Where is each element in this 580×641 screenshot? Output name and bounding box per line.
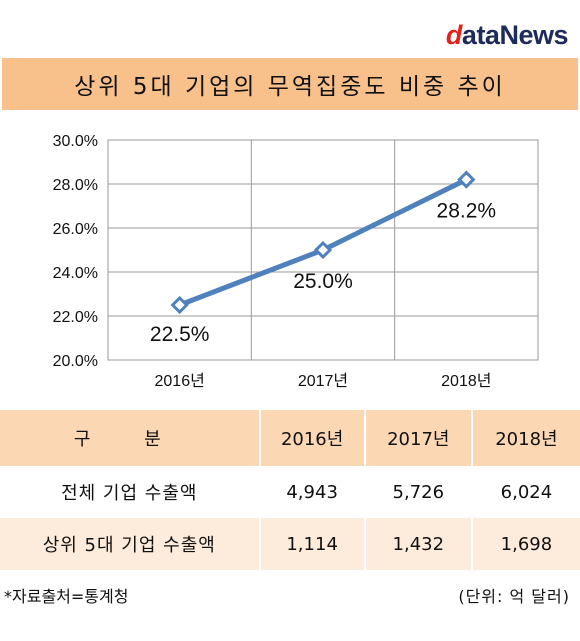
export-table: 구 분 2016년 2017년 2018년 전체 기업 수출액 4,943 5,… bbox=[0, 410, 580, 570]
y-tick-label: 24.0% bbox=[53, 265, 98, 282]
y-tick-label: 26.0% bbox=[53, 221, 98, 238]
data-labels: 22.5% 25.0% 28.2% bbox=[150, 200, 496, 346]
x-tick-label: 2016년 bbox=[155, 372, 205, 390]
data-point-marker bbox=[457, 170, 476, 189]
cell-value: 5,726 bbox=[363, 466, 472, 518]
logo-d: d bbox=[445, 20, 463, 50]
cell-value: 1,114 bbox=[258, 518, 365, 570]
unit-note: (단위: 억 달러) bbox=[458, 587, 570, 606]
x-tick-label: 2017년 bbox=[298, 372, 348, 390]
series-line bbox=[170, 170, 476, 315]
row-label: 전체 기업 수출액 bbox=[0, 466, 260, 518]
x-axis-ticks: 2016년 2017년 2018년 bbox=[155, 372, 492, 390]
header-2016: 2016년 bbox=[258, 410, 365, 466]
cell-value: 1,698 bbox=[470, 518, 580, 570]
line-chart: 20.0% 22.0% 24.0% 26.0% 28.0% 30.0% 2016년 2017… bbox=[53, 133, 539, 390]
logo-ata: ata bbox=[461, 20, 500, 50]
data-point-marker bbox=[313, 240, 333, 260]
header-category: 구 분 bbox=[0, 410, 260, 466]
data-label: 22.5% bbox=[150, 323, 210, 346]
row-label: 상위 5대 기업 수출액 bbox=[0, 518, 260, 570]
data-point-marker bbox=[170, 295, 189, 315]
cell-value: 6,024 bbox=[470, 466, 580, 518]
cell-value: 1,432 bbox=[363, 518, 472, 570]
table-row: 전체 기업 수출액 4,943 5,726 6,024 bbox=[0, 466, 580, 518]
data-label: 28.2% bbox=[437, 200, 497, 223]
cell-value: 4,943 bbox=[258, 466, 365, 518]
table-row: 상위 5대 기업 수출액 1,114 1,432 1,698 bbox=[0, 518, 580, 570]
title-bar: 상위 5대 기업의 무역집중도 비중 추이 bbox=[2, 58, 578, 110]
y-tick-label: 30.0% bbox=[53, 133, 98, 150]
header-2018: 2018년 bbox=[470, 410, 580, 466]
y-tick-label: 22.0% bbox=[53, 309, 98, 326]
header-2017: 2017년 bbox=[363, 410, 472, 466]
source-note: *자료출처=통계청 bbox=[4, 587, 129, 606]
datanews-logo: dataNews bbox=[445, 20, 569, 51]
data-label: 25.0% bbox=[293, 270, 353, 293]
chart-title: 상위 5대 기업의 무역집중도 비중 추이 bbox=[74, 74, 506, 100]
logo-news: News bbox=[499, 20, 568, 50]
table-header-row: 구 분 2016년 2017년 2018년 bbox=[0, 410, 580, 466]
y-axis-ticks: 20.0% 22.0% 24.0% 26.0% 28.0% 30.0% bbox=[53, 133, 98, 370]
y-tick-label: 28.0% bbox=[53, 177, 98, 194]
x-tick-label: 2018년 bbox=[441, 372, 491, 390]
y-tick-label: 20.0% bbox=[53, 353, 98, 370]
